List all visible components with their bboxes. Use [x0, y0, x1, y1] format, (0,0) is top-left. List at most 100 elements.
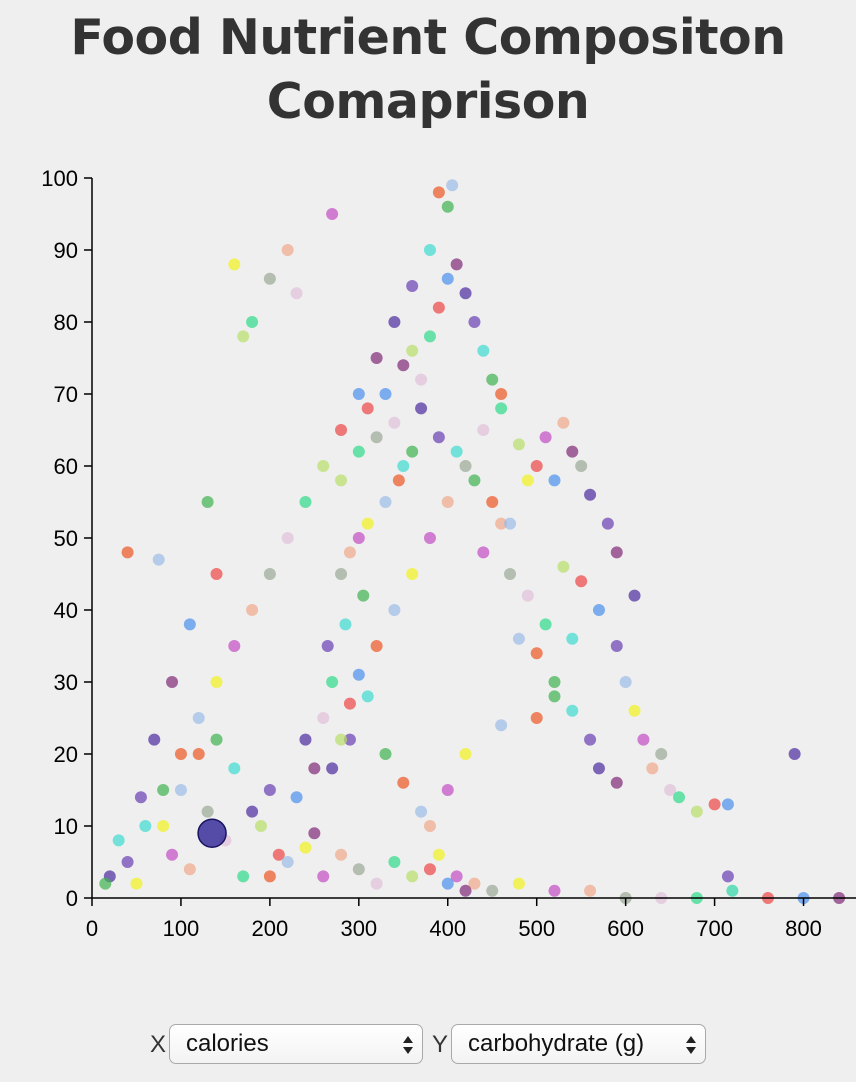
data-point[interactable] — [673, 791, 686, 804]
x-axis-select[interactable]: calories — [169, 1024, 423, 1064]
data-point[interactable] — [432, 431, 445, 444]
data-point[interactable] — [432, 301, 445, 314]
data-point[interactable] — [254, 820, 267, 832]
data-point[interactable] — [121, 546, 134, 559]
data-point[interactable] — [343, 733, 356, 746]
data-point[interactable] — [406, 870, 419, 883]
data-point[interactable] — [610, 776, 623, 789]
data-point[interactable] — [370, 352, 383, 364]
data-point[interactable] — [423, 532, 436, 544]
data-point[interactable] — [566, 445, 579, 458]
data-point[interactable] — [450, 870, 463, 883]
data-point[interactable] — [299, 733, 312, 746]
data-point[interactable] — [174, 748, 187, 760]
data-point[interactable] — [557, 416, 570, 429]
data-point[interactable] — [575, 575, 588, 588]
data-point[interactable] — [174, 784, 187, 796]
data-point[interactable] — [423, 330, 436, 343]
data-point[interactable] — [281, 856, 294, 868]
data-point[interactable] — [441, 200, 454, 213]
data-point[interactable] — [357, 589, 370, 602]
data-point[interactable] — [432, 848, 445, 861]
data-point[interactable] — [446, 179, 459, 192]
data-point[interactable] — [628, 704, 641, 717]
data-point[interactable] — [495, 517, 508, 530]
data-point[interactable] — [192, 712, 205, 724]
data-point[interactable] — [468, 474, 481, 487]
data-point[interactable] — [486, 373, 499, 386]
data-point[interactable] — [352, 388, 365, 400]
data-point[interactable] — [721, 870, 734, 883]
data-point[interactable] — [548, 690, 561, 703]
data-point[interactable] — [237, 330, 250, 343]
data-point[interactable] — [246, 604, 259, 616]
data-point[interactable] — [397, 359, 410, 372]
data-point[interactable] — [352, 532, 365, 544]
data-point[interactable] — [432, 186, 445, 199]
data-point[interactable] — [486, 884, 499, 897]
data-point[interactable] — [317, 460, 330, 472]
data-point[interactable] — [130, 877, 143, 890]
data-point[interactable] — [406, 568, 419, 580]
data-point[interactable] — [610, 546, 623, 559]
data-point[interactable] — [468, 877, 481, 890]
data-point[interactable] — [263, 784, 276, 796]
data-point[interactable] — [512, 877, 525, 890]
data-point[interactable] — [281, 244, 294, 256]
data-point[interactable] — [690, 805, 703, 818]
data-point[interactable] — [406, 344, 419, 357]
data-point[interactable] — [477, 344, 490, 357]
data-point[interactable] — [441, 877, 454, 890]
data-point[interactable] — [379, 388, 392, 400]
data-point[interactable] — [592, 604, 605, 616]
data-point[interactable] — [308, 762, 321, 775]
data-point[interactable] — [246, 805, 259, 818]
data-point[interactable] — [361, 402, 374, 415]
data-point[interactable] — [441, 496, 454, 508]
data-point[interactable] — [655, 748, 668, 760]
data-point[interactable] — [406, 280, 419, 292]
data-point[interactable] — [477, 546, 490, 559]
data-point[interactable] — [201, 805, 214, 818]
data-point[interactable] — [148, 733, 161, 746]
data-point[interactable] — [166, 676, 179, 688]
data-point[interactable] — [548, 474, 561, 487]
data-point[interactable] — [557, 560, 570, 573]
data-point[interactable] — [415, 402, 428, 415]
data-point[interactable] — [192, 748, 205, 760]
data-point[interactable] — [530, 712, 543, 724]
data-point[interactable] — [530, 460, 543, 472]
data-point[interactable] — [157, 784, 170, 796]
data-point[interactable] — [339, 618, 352, 631]
data-point[interactable] — [521, 589, 534, 602]
data-point[interactable] — [521, 474, 534, 487]
data-point[interactable] — [263, 568, 276, 580]
data-point[interactable] — [335, 733, 348, 746]
data-point[interactable] — [392, 474, 405, 487]
data-point[interactable] — [237, 870, 250, 883]
data-point[interactable] — [441, 784, 454, 796]
data-point[interactable] — [721, 798, 734, 811]
data-point[interactable] — [343, 697, 356, 710]
data-point[interactable] — [317, 712, 330, 724]
data-point[interactable] — [139, 820, 152, 832]
data-point[interactable] — [290, 791, 303, 804]
data-point[interactable] — [415, 805, 428, 818]
data-point[interactable] — [157, 820, 170, 832]
data-point[interactable] — [210, 568, 223, 580]
data-point[interactable] — [539, 618, 552, 631]
data-point[interactable] — [388, 856, 401, 868]
data-point[interactable] — [299, 496, 312, 508]
data-point[interactable] — [628, 589, 641, 602]
data-point[interactable] — [423, 863, 436, 876]
data-point[interactable] — [370, 431, 383, 444]
data-point[interactable] — [388, 416, 401, 429]
data-point[interactable] — [584, 488, 597, 501]
data-point[interactable] — [210, 676, 223, 688]
data-point[interactable] — [601, 517, 614, 530]
data-point[interactable] — [423, 820, 436, 832]
data-point[interactable] — [263, 870, 276, 883]
data-point[interactable] — [459, 884, 472, 897]
data-point[interactable] — [646, 762, 659, 775]
data-point[interactable] — [379, 748, 392, 760]
